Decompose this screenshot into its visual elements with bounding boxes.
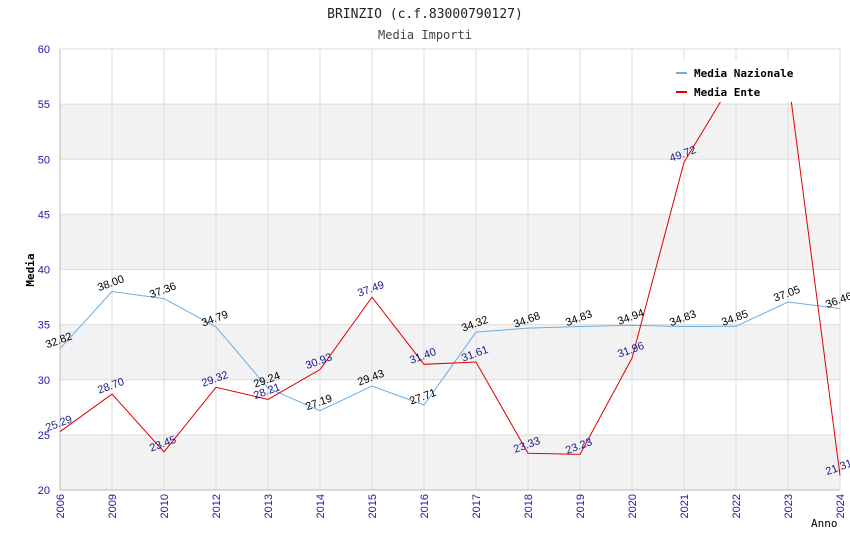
- y-tick-label: 60: [38, 44, 50, 56]
- plot-band: [60, 104, 840, 160]
- plot-background: [60, 49, 840, 490]
- x-tick-label: 2009: [107, 494, 119, 518]
- x-tick-label: 2014: [315, 494, 327, 518]
- series-line-media-ente: [59, 75, 841, 476]
- plot-band: [60, 159, 840, 215]
- y-tick-label: 55: [38, 99, 50, 111]
- x-tick-label: 2019: [575, 494, 587, 518]
- plot-band: [60, 434, 840, 490]
- x-tick-label: 2013: [263, 494, 275, 518]
- x-tick-label: 2022: [731, 494, 743, 518]
- x-tick-label: 2020: [627, 494, 639, 518]
- x-tick-label: 2006: [55, 494, 67, 518]
- legend-label: Media Nazionale: [694, 67, 794, 80]
- x-tick-label: 2023: [783, 494, 795, 518]
- series-lines: [59, 75, 841, 476]
- axes: [59, 49, 840, 491]
- y-tick-label: 35: [38, 320, 50, 332]
- y-tick-label: 30: [38, 375, 50, 387]
- chart-title: BRINZIO (c.f.83000790127): [327, 7, 523, 22]
- y-tick-label: 45: [38, 209, 50, 221]
- y-axis-label: Media: [24, 253, 37, 286]
- legend: Media Nazionale Media Ente: [670, 60, 810, 102]
- plot-band: [60, 214, 840, 270]
- x-tick-label: 2017: [471, 494, 483, 518]
- x-tick-label: 2010: [159, 494, 171, 518]
- y-tick-label: 50: [38, 154, 50, 166]
- x-tick-label: 2016: [419, 494, 431, 518]
- plot-band: [60, 269, 840, 325]
- x-axis-label: Anno: [811, 517, 838, 530]
- x-axis-ticks: 2006 2009 2010 2012 2013 2014 2015 2016 2017 2018…: [55, 494, 847, 518]
- legend-label: Media Ente: [694, 86, 761, 99]
- chart-subtitle: Media Importi: [378, 28, 472, 42]
- legend-box: [670, 60, 810, 102]
- x-tick-label: 2018: [523, 494, 535, 518]
- x-tick-label: 2021: [679, 494, 691, 518]
- series-line-media-nazionale: [59, 291, 841, 412]
- plot-band: [60, 324, 840, 380]
- y-axis-ticks: 20 25 30 35 40 45 50 55 60: [38, 44, 50, 497]
- y-tick-label: 25: [38, 430, 50, 442]
- y-tick-label: 40: [38, 265, 50, 277]
- x-tick-label: 2024: [835, 494, 847, 518]
- x-tick-label: 2015: [367, 494, 379, 518]
- x-tick-label: 2012: [211, 494, 223, 518]
- plot-band: [60, 379, 840, 435]
- y-tick-label: 20: [38, 485, 50, 497]
